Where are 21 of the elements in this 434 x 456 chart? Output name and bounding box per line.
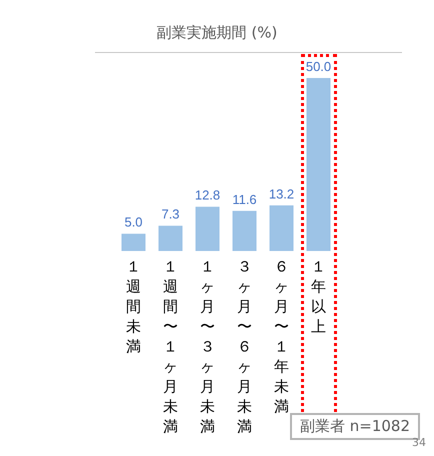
bar — [122, 234, 146, 251]
bar — [306, 78, 330, 251]
bar — [158, 226, 182, 251]
data-label: 11.6 — [232, 192, 257, 207]
bar — [232, 210, 256, 251]
x-tick-label: １週間未満 — [126, 258, 141, 356]
text: 34 — [412, 436, 426, 449]
x-tick-label: ６ヶ月〜１年未満 — [274, 258, 289, 416]
data-label: 50.0 — [306, 59, 332, 74]
x-tick-label: １年以上 — [311, 258, 326, 336]
data-label: 7.3 — [161, 206, 180, 222]
data-label: 5.0 — [124, 214, 143, 230]
category-label: １ヶ月〜３ヶ月未満 — [200, 258, 215, 436]
bar — [270, 205, 294, 251]
category-label: ３ヶ月〜６ヶ月未満 — [237, 258, 252, 436]
text: 副業者 n=1082 — [300, 417, 410, 435]
category-label: １週間〜１ヶ月未満 — [163, 258, 178, 436]
chart-title: 副業実施期間 (%) — [156, 24, 278, 42]
data-label: 13.2 — [268, 186, 294, 202]
data-label: 12.8 — [194, 188, 220, 203]
bar — [196, 206, 220, 251]
